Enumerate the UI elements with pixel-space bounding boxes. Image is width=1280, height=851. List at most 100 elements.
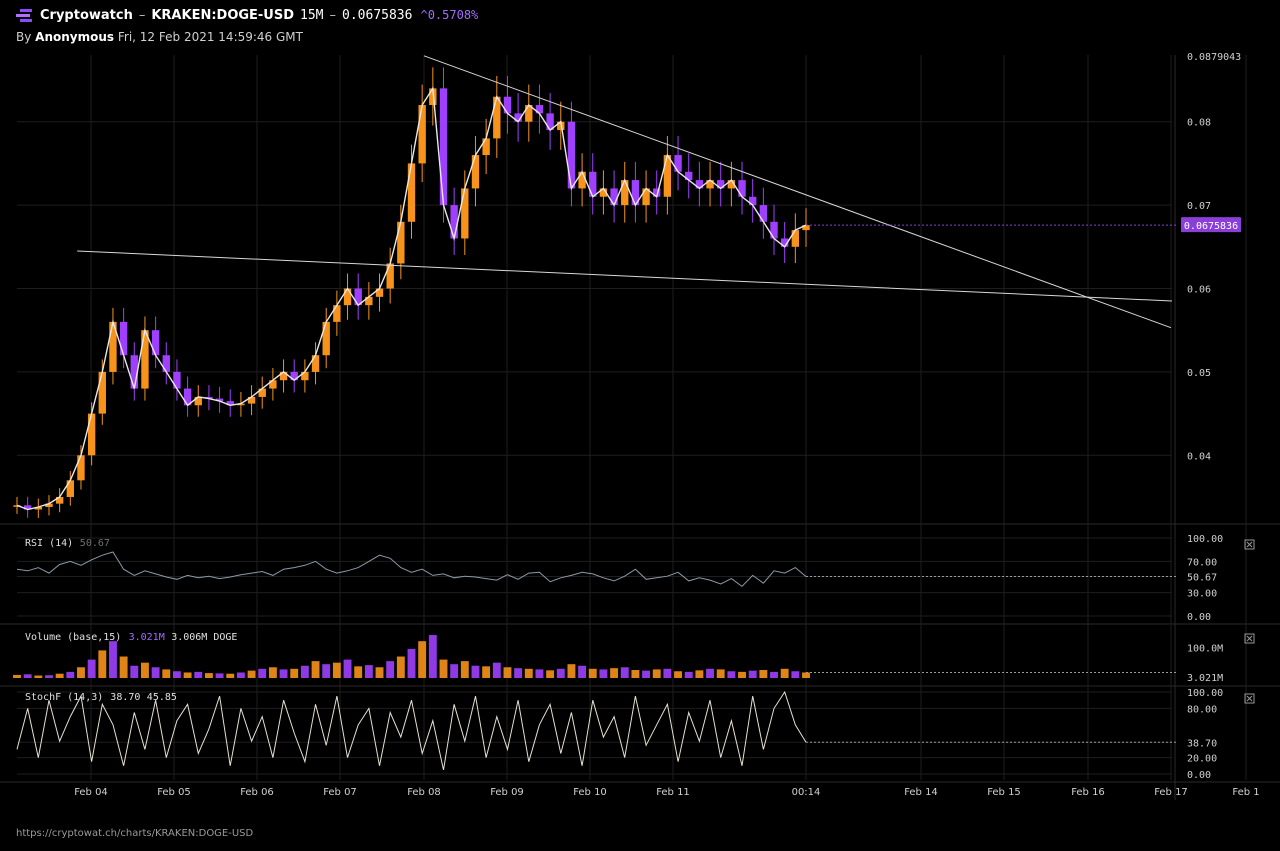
- x-tick-label-12: Feb 17: [1154, 787, 1188, 798]
- candle-body: [738, 180, 746, 197]
- chart-header: Cryptowatch – KRAKEN:DOGE-USD 15M –0.0675836…: [0, 0, 1280, 52]
- volume-bar: [642, 670, 651, 678]
- indicator-y-label-3: 20.00: [1187, 754, 1217, 765]
- candle-body: [503, 96, 512, 114]
- y-tick-label-4: 0.08: [1187, 118, 1211, 129]
- volume-bar: [236, 672, 245, 678]
- top-price-label: 0.0879043: [1187, 52, 1241, 63]
- candle-body: [493, 96, 501, 139]
- volume-bar: [407, 648, 416, 678]
- candle-body: [780, 238, 789, 247]
- candle-body: [631, 180, 640, 206]
- volume-bar: [556, 668, 565, 678]
- candle-body: [119, 321, 128, 356]
- candle-body: [749, 196, 757, 206]
- close-x-icon-2: [1246, 635, 1253, 642]
- chart-url[interactable]: https://cryptowat.ch/charts/KRAKEN:DOGE-…: [16, 828, 254, 839]
- candle-body: [610, 188, 618, 206]
- indicator-value2-3: 45.85: [147, 692, 177, 703]
- volume-bar: [204, 673, 213, 678]
- candle-body: [482, 138, 490, 156]
- volume-bar: [492, 662, 501, 678]
- candle-body: [546, 113, 554, 131]
- volume-bar: [194, 671, 203, 678]
- chart-title: Cryptowatch – KRAKEN:DOGE-USD 15M –0.0675836…: [40, 8, 479, 23]
- volume-bar: [418, 641, 427, 678]
- volume-bar: [172, 671, 181, 678]
- candle-body: [77, 455, 85, 481]
- candle-body: [354, 288, 362, 306]
- indicator-value-1: 50.67: [80, 538, 110, 549]
- indicator-y-label-1: 30.00: [1187, 589, 1217, 600]
- volume-bar: [268, 667, 277, 678]
- candle-body: [397, 221, 405, 264]
- last-price-tag: [1181, 217, 1241, 233]
- volume-bar: [471, 665, 480, 678]
- cryptowatch-logo-icon: [16, 9, 32, 22]
- volume-bar: [258, 668, 267, 678]
- candle-body: [311, 355, 320, 372]
- x-tick-label-13: Feb 1: [1232, 787, 1259, 798]
- timeframe-label[interactable]: 15M: [300, 8, 324, 23]
- indicator-value-3: 38.70: [110, 692, 140, 703]
- author-name: Anonymous: [35, 30, 115, 44]
- candle-body: [269, 380, 277, 389]
- volume-bar: [77, 667, 85, 678]
- close-indicator-icon-1[interactable]: [1244, 539, 1255, 550]
- indicator-y-label-3: 38.70: [1187, 738, 1217, 749]
- candle-body: [450, 205, 458, 239]
- volume-bar: [215, 673, 224, 678]
- indicator-title-2: Volume (base,15): [25, 632, 121, 643]
- candle-body: [343, 288, 352, 306]
- volume-bar: [791, 671, 800, 678]
- byline: By Anonymous Fri, 12 Feb 2021 14:59:46 G…: [16, 30, 303, 44]
- volume-bar: [578, 665, 587, 678]
- volume-bar: [311, 661, 320, 678]
- candle-body: [535, 105, 544, 114]
- volume-bar: [802, 672, 810, 678]
- volume-bar: [119, 656, 128, 678]
- volume-bar: [375, 667, 384, 678]
- indicator-value2-2: 3.006M DOGE: [171, 632, 237, 643]
- close-indicator-icon-3[interactable]: [1244, 693, 1255, 704]
- indicator-title-1: RSI (14): [25, 538, 73, 549]
- candle-body: [183, 388, 192, 406]
- indicator-y-label-1: 100.00: [1187, 534, 1223, 545]
- candle-body: [674, 155, 682, 172]
- x-tick-label-2: Feb 06: [240, 787, 274, 798]
- candle-body: [151, 330, 160, 356]
- candle-body: [141, 330, 149, 389]
- candle-body: [525, 105, 533, 122]
- volume-bar: [770, 671, 778, 678]
- indicator-y-label-2: 100.0M: [1187, 643, 1223, 654]
- volume-bar: [439, 659, 448, 678]
- volume-bar: [332, 662, 341, 678]
- candle-body: [237, 403, 245, 406]
- indicator-y-label-1: 0.00: [1187, 612, 1211, 623]
- candle-body: [770, 221, 778, 239]
- current-price: 0.0675836: [342, 8, 413, 23]
- x-tick-label-11: Feb 16: [1071, 787, 1105, 798]
- candle-body: [23, 505, 32, 510]
- indicator-line-3: [16, 690, 807, 771]
- candle-body: [471, 155, 480, 189]
- volume-bar: [364, 665, 373, 678]
- candle-body: [578, 171, 586, 189]
- candle-body: [98, 371, 106, 414]
- volume-bar: [162, 669, 171, 678]
- volume-bar: [45, 675, 53, 678]
- candle-body: [429, 88, 437, 106]
- volume-bar: [684, 671, 693, 678]
- volume-bar: [706, 668, 714, 678]
- y-tick-label-2: 0.06: [1187, 285, 1211, 296]
- volume-bar: [226, 673, 235, 678]
- close-indicator-icon-2[interactable]: [1244, 633, 1255, 644]
- volume-bar: [151, 667, 160, 678]
- candle-body: [87, 413, 96, 456]
- volume-bar: [290, 668, 299, 678]
- x-tick-label-6: Feb 10: [573, 787, 607, 798]
- volume-bar: [514, 668, 523, 678]
- candle-body: [215, 398, 224, 402]
- x-tick-label-7: Feb 11: [656, 787, 690, 798]
